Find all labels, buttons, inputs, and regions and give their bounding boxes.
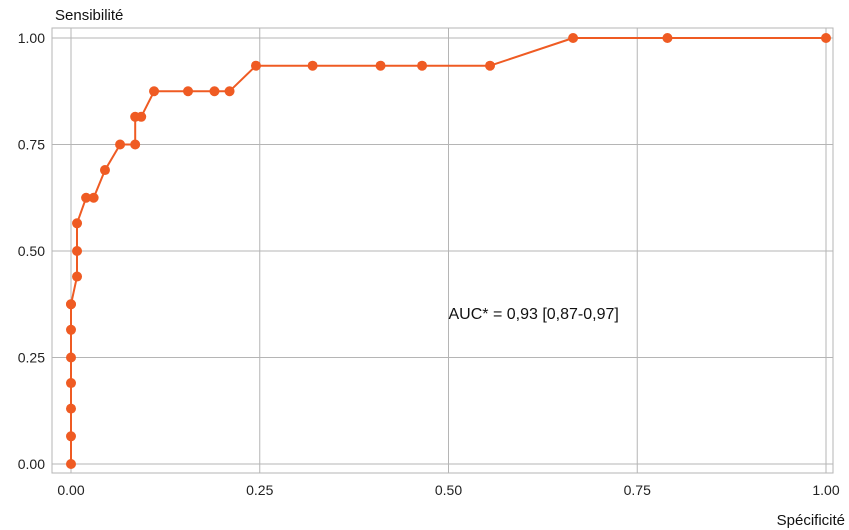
y-tick-label: 0.75: [18, 137, 45, 153]
roc-point: [417, 60, 428, 71]
roc-point: [88, 192, 99, 203]
y-tick-label: 0.25: [18, 350, 45, 366]
roc-point: [224, 86, 235, 97]
roc-point: [72, 246, 83, 256]
roc-point: [662, 33, 673, 43]
y-axis-title: Sensibilité: [55, 7, 123, 24]
roc-point: [209, 86, 220, 97]
tick-labels: 0.00 0.25 0.50 0.75 1.00 0.00 0.25 0.50 0.75 1.00: [18, 30, 840, 498]
y-tick-label: 0.00: [18, 456, 45, 472]
roc-point: [72, 271, 83, 282]
x-tick-label: 0.75: [624, 482, 651, 498]
x-tick-label: 0.00: [57, 482, 84, 498]
roc-point: [568, 33, 579, 43]
roc-point: [66, 431, 76, 442]
roc-point: [130, 139, 141, 150]
roc-point: [66, 459, 76, 469]
roc-point: [375, 60, 386, 71]
roc-point: [183, 86, 194, 97]
x-tick-label: 0.50: [435, 482, 462, 498]
y-tick-label: 1.00: [18, 30, 45, 46]
roc-point: [66, 352, 76, 363]
roc-points: [66, 33, 831, 469]
roc-point: [821, 33, 831, 43]
auc-annotation: AUC* = 0,93 [0,87-0,97]: [449, 306, 619, 323]
x-axis-title: Spécificité: [777, 512, 845, 529]
roc-point: [250, 60, 261, 71]
roc-point: [72, 218, 83, 229]
roc-point: [66, 299, 76, 310]
roc-point: [99, 165, 110, 176]
roc-point: [136, 111, 147, 122]
roc-point: [485, 60, 496, 71]
roc-point: [66, 324, 76, 335]
grid: [51, 27, 834, 474]
roc-point: [66, 378, 76, 389]
roc-point: [307, 60, 318, 71]
roc-point: [81, 192, 92, 203]
x-tick-label: 1.00: [812, 482, 839, 498]
roc-point: [66, 403, 76, 414]
roc-point: [115, 139, 126, 150]
x-tick-label: 0.25: [246, 482, 273, 498]
y-tick-label: 0.50: [18, 243, 45, 259]
roc-point: [149, 86, 160, 97]
